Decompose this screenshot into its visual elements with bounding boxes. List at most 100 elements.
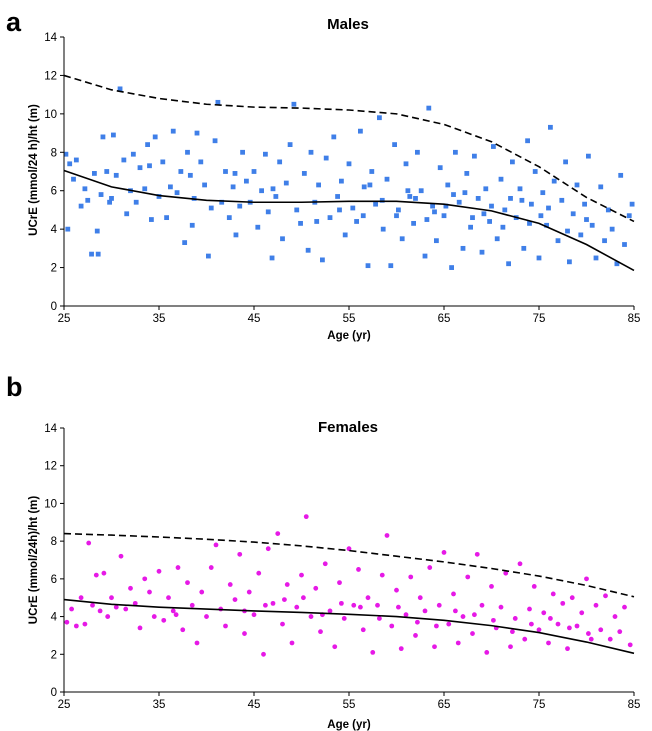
data-point xyxy=(121,157,127,163)
data-point xyxy=(185,149,190,155)
data-point xyxy=(202,182,207,188)
data-point xyxy=(90,602,95,608)
data-point xyxy=(388,263,394,269)
data-point xyxy=(598,184,604,190)
data-point xyxy=(500,224,506,230)
data-point xyxy=(487,219,492,224)
data-point xyxy=(540,190,546,196)
data-point xyxy=(605,207,611,213)
data-point xyxy=(299,572,304,578)
data-point xyxy=(427,565,433,570)
data-point xyxy=(168,184,173,190)
data-point xyxy=(223,623,228,629)
data-point xyxy=(426,105,432,111)
data-point xyxy=(579,610,585,616)
data-point xyxy=(230,184,236,190)
data-point xyxy=(593,255,599,261)
data-point xyxy=(567,625,572,631)
data-point xyxy=(160,159,166,165)
data-point xyxy=(85,197,91,203)
data-point xyxy=(555,621,561,627)
x-tick-label: 25 xyxy=(58,313,71,325)
data-point xyxy=(489,584,494,589)
data-point xyxy=(156,194,162,199)
data-point xyxy=(588,636,594,642)
data-point xyxy=(408,574,414,580)
data-point xyxy=(407,194,413,199)
data-point xyxy=(626,213,632,219)
data-point xyxy=(318,629,323,635)
panel-males: a Males UCrE (mmol/24 h)/ht (m) Age (yr)… xyxy=(6,7,640,342)
data-point xyxy=(226,215,232,221)
data-point xyxy=(475,196,481,201)
data-point xyxy=(82,186,88,192)
data-point xyxy=(118,553,124,559)
data-point xyxy=(614,261,620,267)
data-point xyxy=(67,161,73,167)
data-point xyxy=(449,265,454,270)
chart-title-males: Males xyxy=(327,16,369,33)
data-point xyxy=(574,623,580,629)
data-point xyxy=(63,151,69,157)
data-point xyxy=(227,582,233,587)
y-tick-label: 4 xyxy=(51,612,58,624)
data-point xyxy=(269,255,275,261)
data-point xyxy=(627,642,633,648)
y-tick-label: 0 xyxy=(51,301,57,313)
data-point xyxy=(434,623,439,629)
y-tick-label: 12 xyxy=(44,461,57,473)
data-point xyxy=(246,589,252,595)
data-point xyxy=(508,644,513,650)
data-point xyxy=(212,138,218,144)
data-point xyxy=(470,631,475,636)
data-point xyxy=(399,236,405,242)
data-point xyxy=(460,614,466,619)
data-point xyxy=(491,144,496,149)
data-point xyxy=(548,124,553,130)
x-axis-label-females: Age (yr) xyxy=(327,719,371,731)
data-point xyxy=(481,211,487,217)
data-point xyxy=(541,610,547,616)
data-point xyxy=(206,253,211,259)
data-point xyxy=(213,542,219,548)
y-tick-label: 10 xyxy=(44,109,57,121)
data-point xyxy=(156,568,162,574)
data-point xyxy=(294,604,300,610)
data-point xyxy=(403,161,409,167)
y-tick-label: 14 xyxy=(44,423,57,435)
data-point xyxy=(468,224,473,230)
data-point xyxy=(64,619,70,625)
data-point xyxy=(510,159,515,165)
data-point xyxy=(175,565,181,570)
data-point xyxy=(208,205,214,211)
data-point xyxy=(244,178,249,184)
panel-label-a: a xyxy=(6,7,22,37)
data-point xyxy=(375,602,380,608)
data-point xyxy=(445,182,451,188)
data-point xyxy=(173,612,179,618)
data-point xyxy=(460,245,466,251)
x-tick-label: 35 xyxy=(153,699,166,711)
x-tick-label: 35 xyxy=(153,313,166,325)
data-point xyxy=(233,232,239,238)
data-point xyxy=(584,576,589,582)
data-point xyxy=(365,263,371,269)
data-point xyxy=(199,589,205,595)
data-point xyxy=(370,650,376,655)
data-points-males xyxy=(63,86,635,270)
data-point xyxy=(308,614,314,619)
y-tick-label: 8 xyxy=(51,536,57,548)
data-point xyxy=(351,602,357,608)
data-point xyxy=(323,155,329,161)
data-point xyxy=(365,595,371,601)
data-point xyxy=(185,580,190,586)
y-tick-label: 8 xyxy=(51,147,57,159)
data-point xyxy=(78,595,84,601)
data-point xyxy=(73,157,79,163)
data-point xyxy=(384,533,390,538)
data-point xyxy=(337,580,342,586)
data-point xyxy=(379,572,385,578)
data-point xyxy=(289,640,295,646)
data-point xyxy=(455,640,461,646)
data-point xyxy=(464,171,470,176)
